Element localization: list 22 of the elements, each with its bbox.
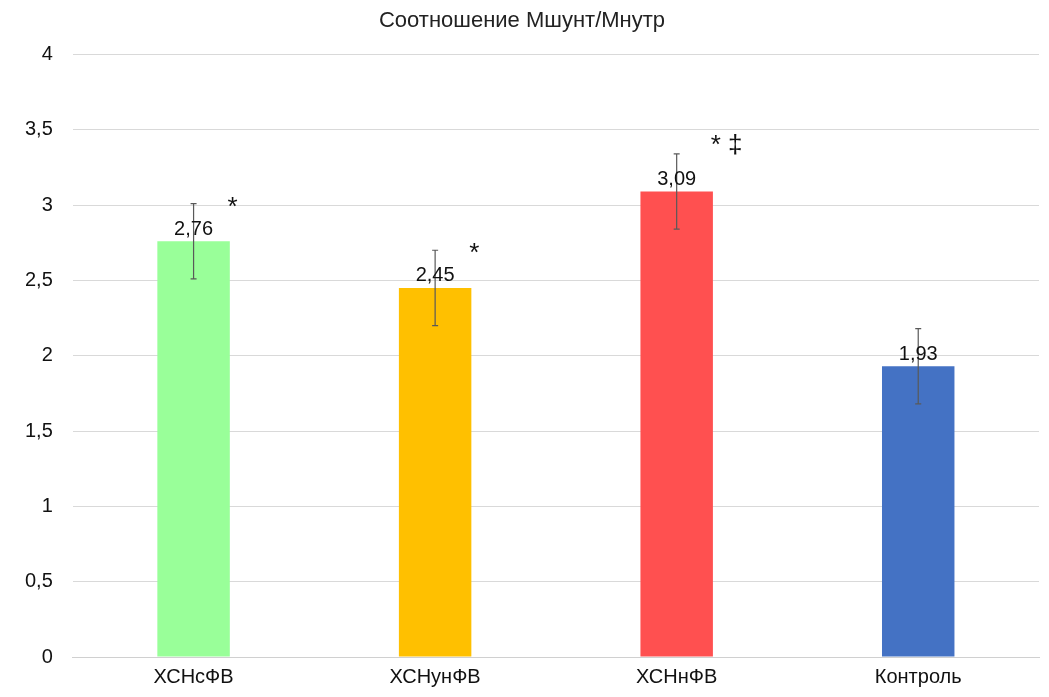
bar <box>157 241 230 657</box>
x-tick-label: Контроль <box>874 664 962 687</box>
chart-title: Соотношение Мшунт/Мнутр <box>378 7 666 33</box>
y-tick-label: 1 <box>41 493 53 516</box>
x-tick-label: ХСНнФВ <box>636 664 718 687</box>
annotation: * <box>227 190 238 221</box>
annotation: * <box>469 237 480 268</box>
y-tick-label: 0,5 <box>24 569 53 592</box>
y-tick-label: 2 <box>41 343 53 366</box>
y-tick-label: 1,5 <box>24 418 53 441</box>
x-tick-label: ХСНунФВ <box>389 664 481 687</box>
x-tick-label: ХСНсФВ <box>153 664 234 687</box>
bar <box>881 366 955 657</box>
y-tick-label: 4 <box>41 41 53 64</box>
annotation: * ‡ <box>710 129 743 159</box>
data-label: 2,45 <box>415 263 455 286</box>
bar <box>640 191 713 657</box>
y-tick-label: 3,5 <box>24 117 53 140</box>
y-tick-label: 3 <box>41 192 53 215</box>
y-tick-label: 0 <box>41 644 53 667</box>
bar <box>398 287 472 657</box>
y-tick-label: 2,5 <box>24 267 53 290</box>
